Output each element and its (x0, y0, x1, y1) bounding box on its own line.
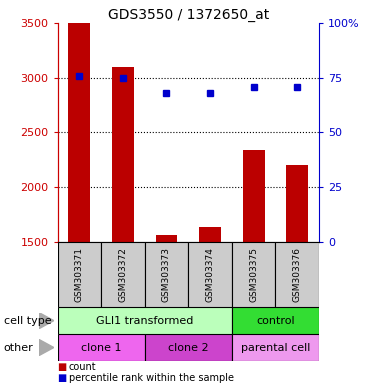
Bar (68, 23, 90, 242)
Text: control: control (256, 316, 295, 326)
Bar (199, 227, 221, 242)
Text: percentile rank within the sample: percentile rank within the sample (69, 373, 234, 383)
Title: GDS3550 / 1372650_at: GDS3550 / 1372650_at (108, 8, 269, 22)
Bar (188, 242, 232, 307)
Bar (145, 242, 188, 307)
Text: GLI1 transformed: GLI1 transformed (96, 316, 193, 326)
Text: ■: ■ (58, 362, 67, 372)
Text: count: count (69, 362, 96, 372)
Text: parental cell: parental cell (241, 343, 310, 353)
Bar (145, 334, 232, 361)
Text: GSM303372: GSM303372 (118, 247, 127, 302)
Text: GSM303374: GSM303374 (206, 247, 214, 302)
Text: other: other (4, 343, 33, 353)
Text: GSM303371: GSM303371 (75, 247, 84, 302)
Polygon shape (39, 313, 54, 329)
Bar (232, 334, 319, 361)
Bar (58, 334, 145, 361)
Text: clone 2: clone 2 (168, 343, 209, 353)
Bar (101, 242, 145, 307)
Bar (232, 242, 275, 307)
Bar (58, 242, 101, 307)
Bar (286, 166, 308, 242)
Bar (243, 150, 265, 242)
Text: GSM303376: GSM303376 (293, 247, 302, 302)
Bar (155, 235, 177, 242)
Text: ■: ■ (58, 373, 67, 383)
Polygon shape (39, 339, 54, 356)
Bar (58, 307, 232, 334)
Bar (276, 242, 319, 307)
Text: cell type: cell type (4, 316, 51, 326)
Bar (112, 67, 134, 242)
Text: GSM303373: GSM303373 (162, 247, 171, 302)
Bar (232, 307, 319, 334)
Text: clone 1: clone 1 (81, 343, 121, 353)
Text: GSM303375: GSM303375 (249, 247, 258, 302)
